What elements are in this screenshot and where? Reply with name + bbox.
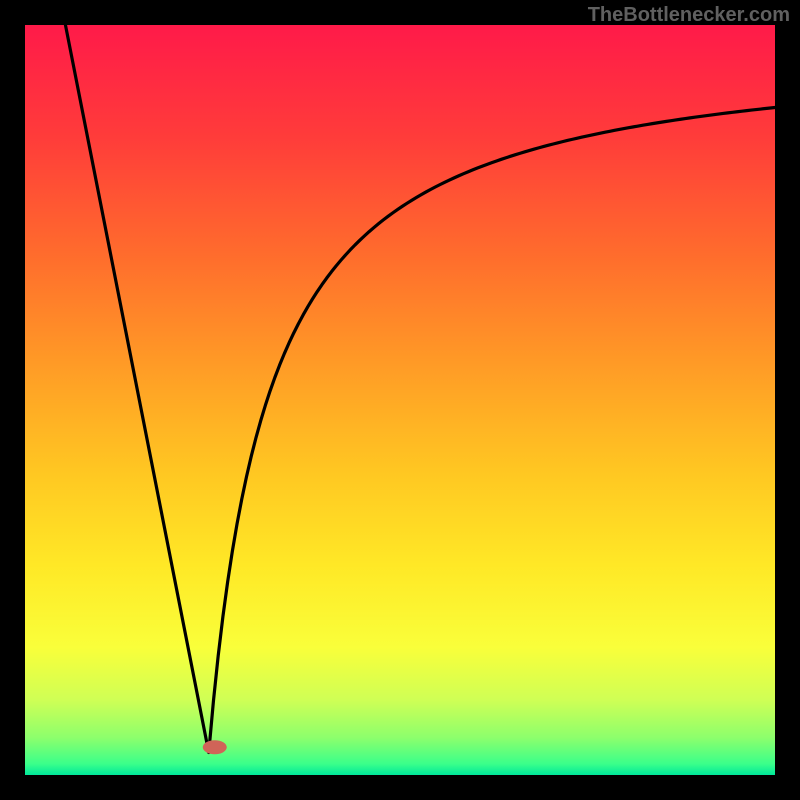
bottleneck-chart [0, 0, 800, 800]
watermark-text: TheBottlenecker.com [588, 4, 790, 27]
optimal-marker [203, 740, 227, 754]
chart-background [25, 25, 775, 775]
chart-container: TheBottlenecker.com [0, 0, 800, 800]
